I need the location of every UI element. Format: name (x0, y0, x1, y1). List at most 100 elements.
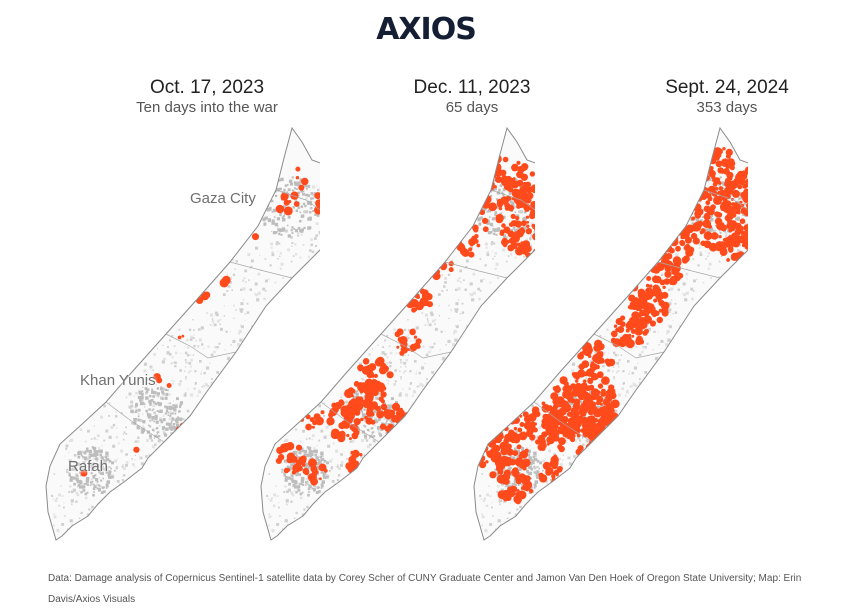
built-area-speck (217, 382, 220, 385)
built-area-speck (660, 339, 664, 343)
built-area-speck (724, 336, 727, 339)
built-area-speck (701, 317, 704, 320)
city-built-speck (106, 484, 109, 488)
built-area-speck (740, 269, 743, 272)
city-built-speck (696, 189, 698, 191)
built-area-speck (531, 404, 534, 408)
built-area-speck (87, 429, 90, 433)
built-area-speck (125, 453, 128, 456)
built-area-speck (79, 484, 83, 487)
damage-cluster (512, 231, 521, 240)
damage-cluster (696, 220, 703, 227)
built-area-speck (408, 329, 410, 331)
city-built-speck (166, 408, 169, 410)
built-area-speck (144, 487, 147, 490)
damage-cluster (350, 454, 356, 460)
built-area-speck (71, 490, 74, 494)
built-area-speck (506, 523, 508, 525)
built-area-speck (392, 433, 394, 435)
damage-cluster (326, 417, 335, 426)
built-area-speck (544, 499, 548, 502)
built-area-speck (306, 482, 309, 485)
city-built-speck (493, 232, 496, 236)
built-area-speck (674, 355, 678, 358)
built-area-speck (205, 383, 208, 387)
city-built-speck (92, 483, 95, 486)
built-area-speck (495, 528, 497, 530)
built-area-speck (492, 548, 495, 550)
built-area-speck (400, 361, 403, 364)
governorate-border (380, 333, 452, 359)
city-built-speck (294, 187, 297, 190)
damage-cluster (717, 148, 723, 155)
damage-cluster (674, 178, 679, 183)
built-area-speck (481, 515, 485, 519)
damage-cluster (493, 185, 497, 189)
city-built-speck (361, 412, 364, 414)
built-area-speck (459, 269, 463, 273)
built-area-speck (541, 493, 544, 496)
built-area-speck (323, 462, 325, 463)
city-built-speck (355, 392, 359, 396)
city-built-speck (105, 471, 108, 474)
built-area-speck (480, 498, 482, 500)
built-area-speck (409, 382, 412, 385)
built-area-speck (580, 471, 584, 475)
city-built-speck (597, 406, 601, 410)
city-built-speck (80, 485, 84, 489)
city-built-speck (309, 452, 313, 456)
built-area-speck (489, 281, 492, 284)
damage-cluster (380, 460, 387, 466)
built-area-speck (254, 282, 258, 286)
built-area-speck (123, 499, 126, 501)
city-built-speck (297, 227, 301, 230)
city-built-speck (302, 192, 305, 196)
city-built-speck (569, 402, 573, 405)
built-area-speck (549, 479, 552, 482)
city-built-speck (496, 191, 500, 195)
built-area-speck (668, 302, 672, 306)
damage-cluster (314, 205, 320, 215)
built-area-speck (441, 290, 444, 292)
built-area-speck (200, 416, 204, 420)
city-built-speck (135, 409, 138, 412)
city-built-speck (271, 221, 275, 225)
built-area-speck (612, 351, 616, 355)
built-area-speck (743, 274, 746, 278)
built-area-speck (200, 405, 203, 407)
built-area-speck (498, 532, 502, 536)
city-built-speck (167, 411, 170, 414)
built-area-speck (342, 507, 345, 509)
built-area-speck (188, 361, 192, 365)
built-area-speck (636, 393, 638, 395)
built-area-speck (343, 504, 345, 506)
built-area-speck (116, 458, 119, 460)
built-area-speck (698, 242, 701, 246)
damage-cluster (468, 247, 473, 252)
built-area-speck (429, 311, 433, 315)
city-built-speck (311, 453, 314, 457)
city-built-speck (300, 476, 305, 481)
built-area-speck (205, 414, 207, 417)
built-area-speck (335, 449, 339, 453)
built-area-speck (434, 318, 437, 321)
city-built-speck (317, 486, 320, 489)
built-area-speck (415, 405, 418, 407)
built-area-speck (71, 536, 74, 538)
city-built-speck (98, 471, 101, 474)
damage-cluster (353, 418, 361, 426)
built-area-speck (193, 337, 195, 339)
built-area-speck (481, 473, 484, 475)
built-area-speck (644, 371, 648, 374)
built-area-speck (214, 311, 218, 315)
built-area-speck (271, 497, 273, 499)
built-area-speck (424, 404, 426, 406)
built-area-speck (438, 305, 440, 307)
city-built-speck (80, 464, 83, 467)
city-built-speck (692, 189, 695, 192)
city-built-speck (146, 412, 149, 414)
built-area-speck (105, 454, 109, 458)
damage-cluster (666, 211, 674, 219)
damage-cluster (714, 211, 720, 217)
built-area-speck (413, 389, 415, 391)
